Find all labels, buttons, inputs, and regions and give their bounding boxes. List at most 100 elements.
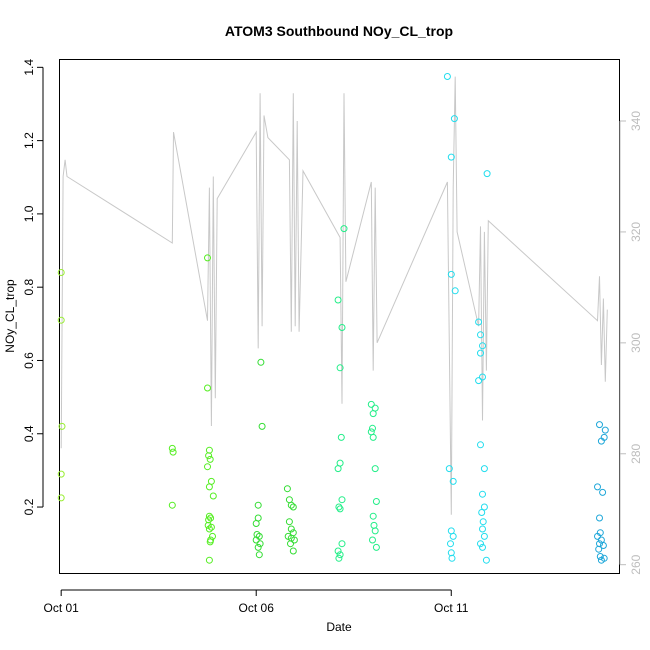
x-tick-label: Oct 06	[239, 601, 275, 615]
data-point	[369, 424, 376, 432]
data-point	[480, 503, 488, 511]
data-point	[595, 545, 603, 553]
data-point	[290, 536, 298, 544]
data-point	[479, 490, 486, 498]
x-tick-label: Oct 01	[43, 601, 79, 615]
data-point	[254, 501, 262, 509]
data-point	[252, 536, 260, 544]
data-point	[479, 525, 486, 533]
data-point	[334, 547, 342, 555]
data-point	[334, 465, 342, 473]
data-point	[599, 542, 607, 549]
data-point	[447, 270, 455, 278]
data-point	[254, 514, 262, 522]
data-point	[479, 543, 486, 551]
y-tick-label: 0.4	[22, 425, 36, 442]
data-point	[371, 404, 379, 412]
data-point	[482, 556, 490, 564]
y2-tick-label: 260	[629, 554, 643, 574]
data-point	[479, 342, 486, 350]
y-tick-label: 0.2	[22, 498, 36, 515]
data-point	[451, 287, 459, 295]
data-point	[447, 153, 455, 161]
data-point	[204, 254, 211, 262]
data-point	[287, 501, 295, 509]
data-point	[287, 540, 294, 548]
data-point	[372, 498, 380, 505]
data-point	[58, 422, 66, 430]
data-point	[478, 509, 486, 516]
altitude-line-group	[60, 76, 608, 515]
data-point	[336, 551, 344, 559]
y-axis-label: NOy_CL_trop	[3, 279, 17, 353]
data-point	[204, 384, 211, 392]
data-point	[369, 536, 376, 544]
data-point	[443, 73, 451, 80]
data-point	[209, 492, 217, 500]
data-point	[57, 316, 65, 324]
data-point	[336, 505, 344, 513]
data-point	[599, 488, 607, 496]
data-point	[206, 455, 214, 463]
data-point	[57, 470, 65, 478]
points-group	[57, 73, 609, 564]
data-point	[336, 364, 344, 372]
data-point	[447, 540, 454, 548]
data-point	[255, 551, 263, 559]
data-point	[338, 496, 346, 504]
plot-box	[59, 59, 620, 574]
data-point	[283, 485, 291, 493]
data-point	[449, 477, 457, 485]
data-point	[168, 501, 176, 509]
data-point	[207, 514, 215, 522]
data-point	[477, 441, 484, 449]
data-point	[258, 422, 266, 430]
data-point	[367, 428, 375, 436]
data-point	[256, 540, 264, 548]
data-point	[338, 540, 346, 548]
data-point	[205, 452, 213, 460]
data-point	[337, 433, 345, 441]
data-point	[338, 324, 346, 331]
x-tick-label: Oct 11	[434, 601, 469, 615]
y2-axis: 260 280 300 320 340	[619, 111, 643, 575]
data-point	[597, 556, 605, 564]
x-axis-label: Date	[326, 620, 352, 634]
y2-tick-label: 280	[629, 443, 643, 463]
data-point	[597, 437, 605, 445]
data-point	[287, 525, 295, 533]
data-point	[335, 554, 343, 562]
data-point	[477, 331, 484, 339]
data-point	[57, 494, 65, 502]
data-point	[477, 540, 484, 548]
data-point	[207, 523, 215, 531]
y-tick-label: 0.6	[22, 352, 36, 369]
data-point	[335, 503, 343, 511]
data-point	[206, 538, 214, 546]
data-point	[372, 543, 380, 551]
y-tick-label: 0.8	[22, 279, 36, 296]
data-point	[480, 532, 488, 540]
data-point	[205, 556, 213, 564]
data-point	[257, 358, 265, 366]
altitude-line	[60, 76, 608, 515]
data-point	[475, 377, 483, 385]
data-point	[479, 373, 486, 381]
data-point	[254, 543, 262, 551]
data-point	[204, 463, 211, 471]
y2-tick-label: 340	[629, 111, 643, 131]
y2-tick-label: 320	[629, 222, 643, 242]
data-point	[57, 269, 65, 276]
data-point	[475, 318, 483, 326]
data-point	[445, 465, 453, 473]
data-point	[594, 532, 601, 540]
data-point	[168, 444, 176, 452]
data-point	[601, 426, 609, 434]
data-point	[448, 554, 456, 562]
data-point	[340, 225, 348, 233]
data-point	[285, 518, 293, 526]
data-point	[334, 296, 342, 304]
data-point	[367, 400, 375, 408]
data-point	[289, 547, 297, 555]
